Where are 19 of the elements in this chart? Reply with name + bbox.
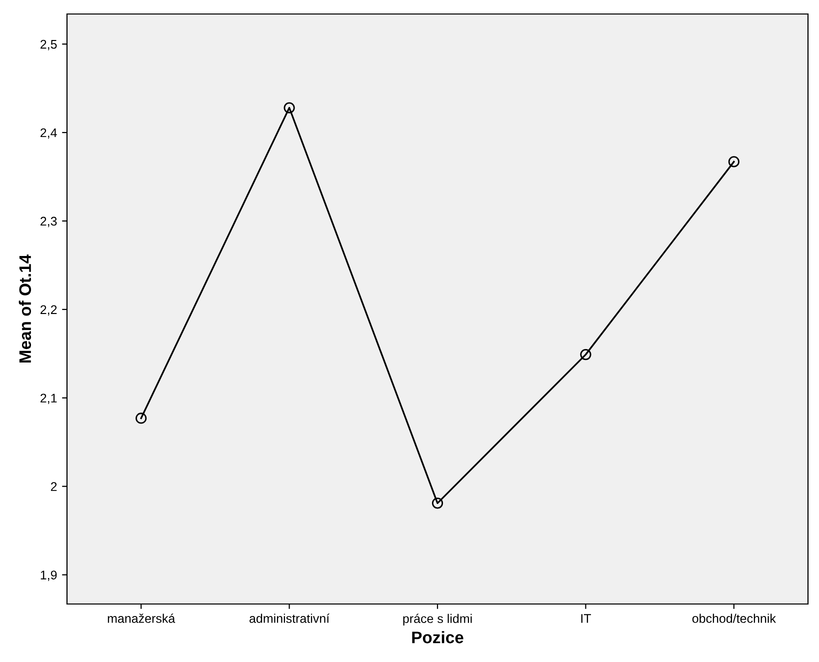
point — [728, 156, 740, 168]
y-axis-title: Mean of Ot.14 — [18, 254, 32, 363]
x-axis-title: Pozice — [412, 631, 464, 644]
y-tick-label: 2,2 — [40, 305, 57, 316]
x-tick-label: práce s lidmi — [403, 614, 472, 626]
y-tick-label: 2,1 — [40, 394, 57, 404]
y-tick-label: 2,5 — [40, 40, 57, 50]
x-tick-label: IT — [581, 614, 591, 623]
point — [284, 102, 295, 114]
point — [432, 498, 444, 509]
y-tick-label: 2 — [50, 482, 57, 491]
y-tick-label: 2,3 — [40, 216, 57, 228]
point — [136, 412, 147, 424]
x-tick-label: manažerská — [108, 614, 176, 623]
x-tick-label: obchod/technik — [692, 614, 776, 623]
y-tick-label: 1,9 — [40, 570, 57, 581]
x-tick-label: administrativní — [250, 614, 330, 623]
y-tick-label: 2,4 — [40, 128, 57, 139]
point — [580, 349, 592, 360]
